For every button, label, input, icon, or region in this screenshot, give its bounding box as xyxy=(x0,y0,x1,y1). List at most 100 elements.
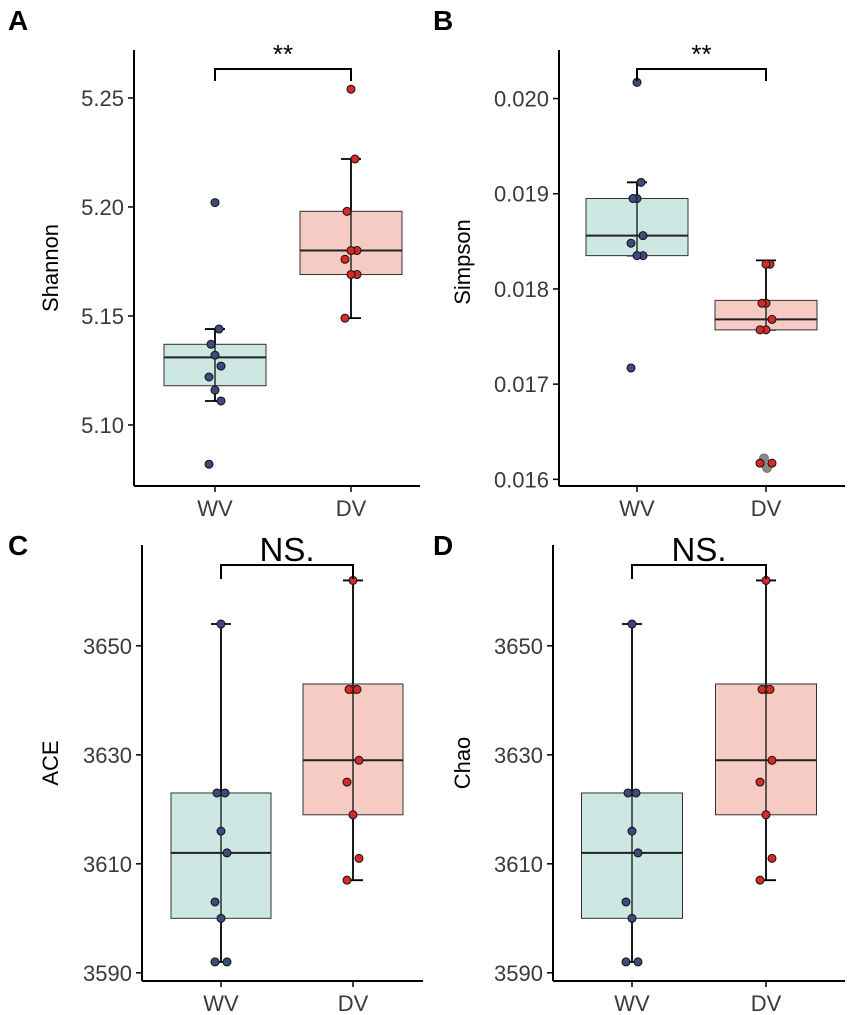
x-tick-label: WV xyxy=(197,496,233,521)
data-point xyxy=(628,194,638,204)
y-tick-label: 3590 xyxy=(83,961,132,986)
x-tick-label: DV xyxy=(751,991,782,1015)
y-tick-label: 0.018 xyxy=(494,277,549,302)
data-point xyxy=(342,206,352,216)
y-tick-label: 0.020 xyxy=(494,87,549,112)
data-point xyxy=(633,848,643,858)
data-point xyxy=(633,957,643,967)
data-point xyxy=(216,913,226,923)
data-point xyxy=(631,788,641,798)
y-tick-label: 3610 xyxy=(83,852,132,877)
data-point xyxy=(210,385,220,395)
data-point xyxy=(340,313,350,323)
bracket-line xyxy=(220,564,354,579)
data-point xyxy=(755,325,765,335)
panel-a: A Shannon 5.10 5.15 5.20 5.25 WV DV ** xyxy=(8,5,420,521)
data-point xyxy=(636,177,646,187)
x-tick-label: WV xyxy=(619,496,655,521)
data-point xyxy=(354,755,364,765)
significance-bracket: ** xyxy=(214,39,352,81)
data-point xyxy=(621,897,631,907)
y-axis-title: Chao xyxy=(450,737,475,790)
y-tick-label: 3610 xyxy=(494,852,543,877)
data-point xyxy=(627,619,637,629)
data-point xyxy=(761,810,771,820)
data-point xyxy=(621,957,631,967)
y-tick-label: 3590 xyxy=(494,961,543,986)
x-tick-label: DV xyxy=(338,991,369,1015)
data-point xyxy=(350,154,360,164)
box-wv xyxy=(581,619,683,967)
data-point xyxy=(346,246,356,256)
data-point xyxy=(346,270,356,280)
x-tick-label: WV xyxy=(203,991,239,1015)
data-point xyxy=(757,298,767,308)
data-point xyxy=(755,458,765,468)
data-point xyxy=(765,684,775,694)
significance-label: NS. xyxy=(671,531,726,568)
significance-label: ** xyxy=(691,39,711,69)
y-tick-label: 3650 xyxy=(83,634,132,659)
box-wv xyxy=(585,77,689,373)
box-wv xyxy=(170,619,272,967)
data-point xyxy=(342,875,352,885)
y-tick-label: 5.25 xyxy=(81,86,124,111)
bracket-line xyxy=(636,68,767,81)
significance-bracket: ** xyxy=(636,39,767,81)
y-axis-title: ACE xyxy=(38,740,63,785)
data-point xyxy=(626,363,636,373)
data-point xyxy=(767,314,777,324)
y-tick-label: 0.017 xyxy=(494,372,549,397)
y-tick-label: 3650 xyxy=(494,634,543,659)
data-point xyxy=(767,755,777,765)
data-point xyxy=(340,254,350,264)
data-point xyxy=(755,777,765,787)
y-tick-label: 5.15 xyxy=(81,304,124,329)
data-point xyxy=(216,826,226,836)
box-dv xyxy=(299,84,403,323)
data-point xyxy=(222,957,232,967)
box-dv xyxy=(714,259,818,473)
panel-label: D xyxy=(433,530,453,561)
y-tick-label: 5.10 xyxy=(81,413,124,438)
data-point xyxy=(344,684,354,694)
data-point xyxy=(210,350,220,360)
box-dv xyxy=(302,575,404,885)
data-point xyxy=(626,238,636,248)
data-point xyxy=(342,777,352,787)
data-point xyxy=(210,897,220,907)
data-point xyxy=(204,459,214,469)
data-point xyxy=(348,810,358,820)
y-tick-label: 0.019 xyxy=(494,182,549,207)
data-point xyxy=(627,913,637,923)
data-point xyxy=(346,84,356,94)
panel-b: B Simpson 0.016 0.017 0.018 0.019 0.020 WV DV ** xyxy=(433,5,845,521)
data-point xyxy=(216,619,226,629)
data-point xyxy=(212,788,222,798)
bracket-line xyxy=(214,68,352,81)
panel-label: C xyxy=(8,530,28,561)
bracket-line xyxy=(631,564,767,579)
significance-label: NS. xyxy=(259,531,314,568)
y-tick-label: 5.20 xyxy=(81,195,124,220)
data-point xyxy=(757,684,767,694)
data-point xyxy=(214,324,224,334)
data-point xyxy=(216,361,226,371)
data-point xyxy=(638,231,648,241)
data-point xyxy=(210,957,220,967)
data-point xyxy=(352,684,362,694)
panel-d: D Chao 3590 3610 3630 3650 WV DV NS. xyxy=(433,530,845,1015)
x-tick-label: WV xyxy=(614,991,650,1015)
data-point xyxy=(755,875,765,885)
x-tick-label: DV xyxy=(751,496,782,521)
data-point xyxy=(216,396,226,406)
y-tick-label: 0.016 xyxy=(494,467,549,492)
data-point xyxy=(354,853,364,863)
data-point xyxy=(210,198,220,208)
data-point xyxy=(767,458,777,468)
x-tick-label: DV xyxy=(336,496,367,521)
box-dv xyxy=(715,575,817,885)
panel-c: C ACE 3590 3610 3630 3650 WV DV NS. xyxy=(8,530,423,1015)
y-axis-title: Simpson xyxy=(450,219,475,305)
